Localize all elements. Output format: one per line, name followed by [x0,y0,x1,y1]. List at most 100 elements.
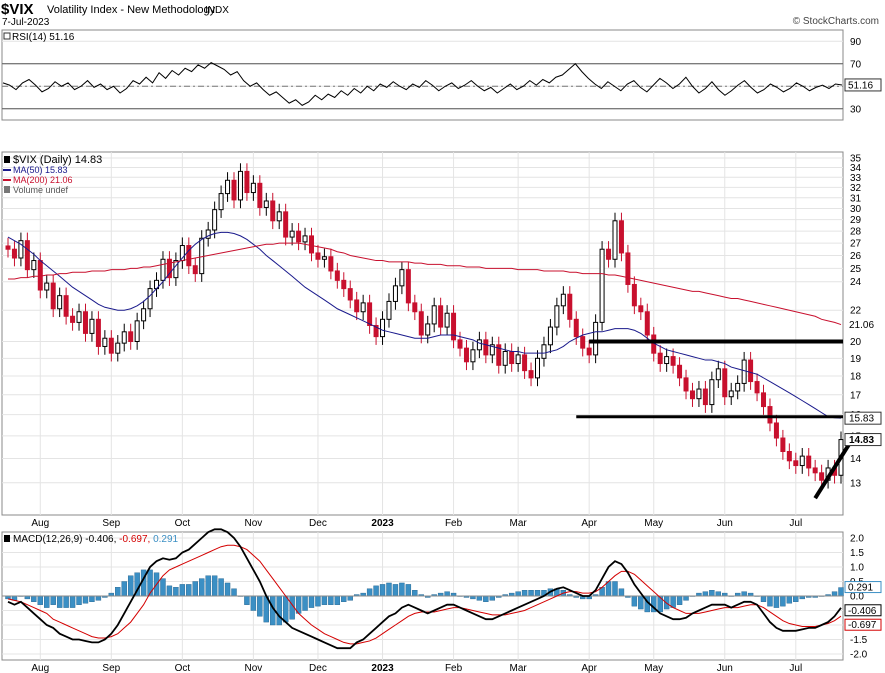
price-tick-label: 18 [850,372,862,383]
macd-title-hist: 0.291 [150,534,178,545]
macd-hist-bar [618,588,625,597]
macd-hist-bar [315,595,321,607]
x-tick-label-nov: Nov [244,518,262,529]
candle-body [89,318,95,334]
candle-body [696,388,702,400]
candle-body [657,352,663,365]
candle-body [166,258,172,279]
candle-body [580,336,586,349]
x-tick-label-feb: Feb [445,518,463,529]
macd-tick-label: 2.0 [850,534,864,545]
close-last-label-box [844,433,882,447]
price-tick-label: 17 [850,390,862,401]
macd-hist-bar [341,595,347,602]
candle-body [618,220,624,254]
macd-hist-bar [308,595,315,608]
candle-body [57,295,63,310]
macd-hist-bar [528,590,534,597]
rsi-legend-icon [3,32,11,40]
macd-x-tick-label-jul: Jul [789,663,802,673]
macd-x-tick-label-mar: Mar [510,663,528,673]
candle-body [63,295,69,317]
macd-hist-bar [218,578,224,597]
macd-hist-bar [515,591,521,597]
macd-hist-bar [638,595,644,610]
rsi-panel-frame [1,29,844,121]
price-tick-label: 33 [850,173,862,184]
candle-body [554,305,560,328]
rsi-last-label: 51.16 [848,80,873,91]
macd-hist-bar [328,595,334,605]
x-tick-label-2023: 2023 [371,518,394,529]
candle-body [761,392,767,408]
ma50-last-label: 15.83 [849,414,874,425]
candle-body [328,256,334,272]
candle-body [560,293,566,307]
macd-x-tick-label-may: May [644,663,663,673]
price-tick-label: 19 [850,354,862,365]
candle-body [283,211,289,238]
macd-hist-bar [250,595,257,611]
macd-hist-bar [199,578,205,597]
candle-body [715,368,721,381]
candle-body [115,342,121,354]
macd-title-text: MACD(12,26,9) -0.406, -0.697, 0.291 [13,534,179,545]
candle-body [515,354,521,365]
macd-hist-bar [715,591,722,597]
macd-hist-bar [444,591,450,597]
candle-body [121,331,127,344]
macd-title-signal: -0.697, [116,534,150,545]
candle-body [754,381,760,394]
macd-hist-bar [186,584,192,597]
candle-body [625,252,631,285]
macd-hist-bar [534,590,541,597]
candle-body [108,337,114,354]
macd-x-tick-label-nov: Nov [244,663,262,673]
candle-body [528,370,534,379]
macd-x-tick-label-apr: Apr [581,663,597,673]
macd-last-label: -0.406 [848,606,877,617]
macd-hist-bar [663,595,670,610]
candle-body [547,326,553,346]
price-tick-label: 30 [850,204,862,215]
price-tick-label: 20 [850,337,862,348]
price-tick-label: 24 [850,277,862,288]
trend-line [813,436,855,500]
rsi-tick-label: 30 [850,104,862,115]
macd-hist-bar [489,595,496,601]
candle-body [11,248,17,259]
macd-hist-bar [147,569,153,597]
macd-hist-bar [386,582,392,597]
macd-hist-bar [476,595,483,601]
candle-body [593,321,599,356]
x-tick-label-jul: Jul [789,518,802,529]
macd-hist-bar [257,595,263,617]
candle-body [812,467,818,474]
candle-body [470,349,476,363]
macd-hist-bar [179,584,186,597]
candle-body [199,237,205,275]
candle-body [728,390,734,398]
macd-legend-icon [4,535,10,542]
candle-body [431,305,437,325]
candle-body [573,318,579,338]
macd-hist-bar [76,595,82,605]
candle-body [95,318,101,347]
candle-body [82,311,88,334]
legend-volume-icon [4,186,10,193]
macd-hist-bar [166,585,173,597]
macd-x-tick-label-2023: 2023 [371,663,394,673]
x-tick-label-jun: Jun [717,518,733,529]
candle-body [270,200,276,222]
candle-body [373,325,379,338]
price-tick-label: 14 [850,454,862,465]
macd-title-value: -0.406, [82,534,116,545]
candle-body [457,339,463,349]
macd-hist-bar [276,595,282,626]
candle-body [334,270,340,281]
candle-body [147,288,153,310]
macd-hist-bar [334,595,341,605]
candle-body [225,179,231,195]
macd-hist-bar [831,591,838,597]
symbol-label: $VIX [1,1,34,18]
